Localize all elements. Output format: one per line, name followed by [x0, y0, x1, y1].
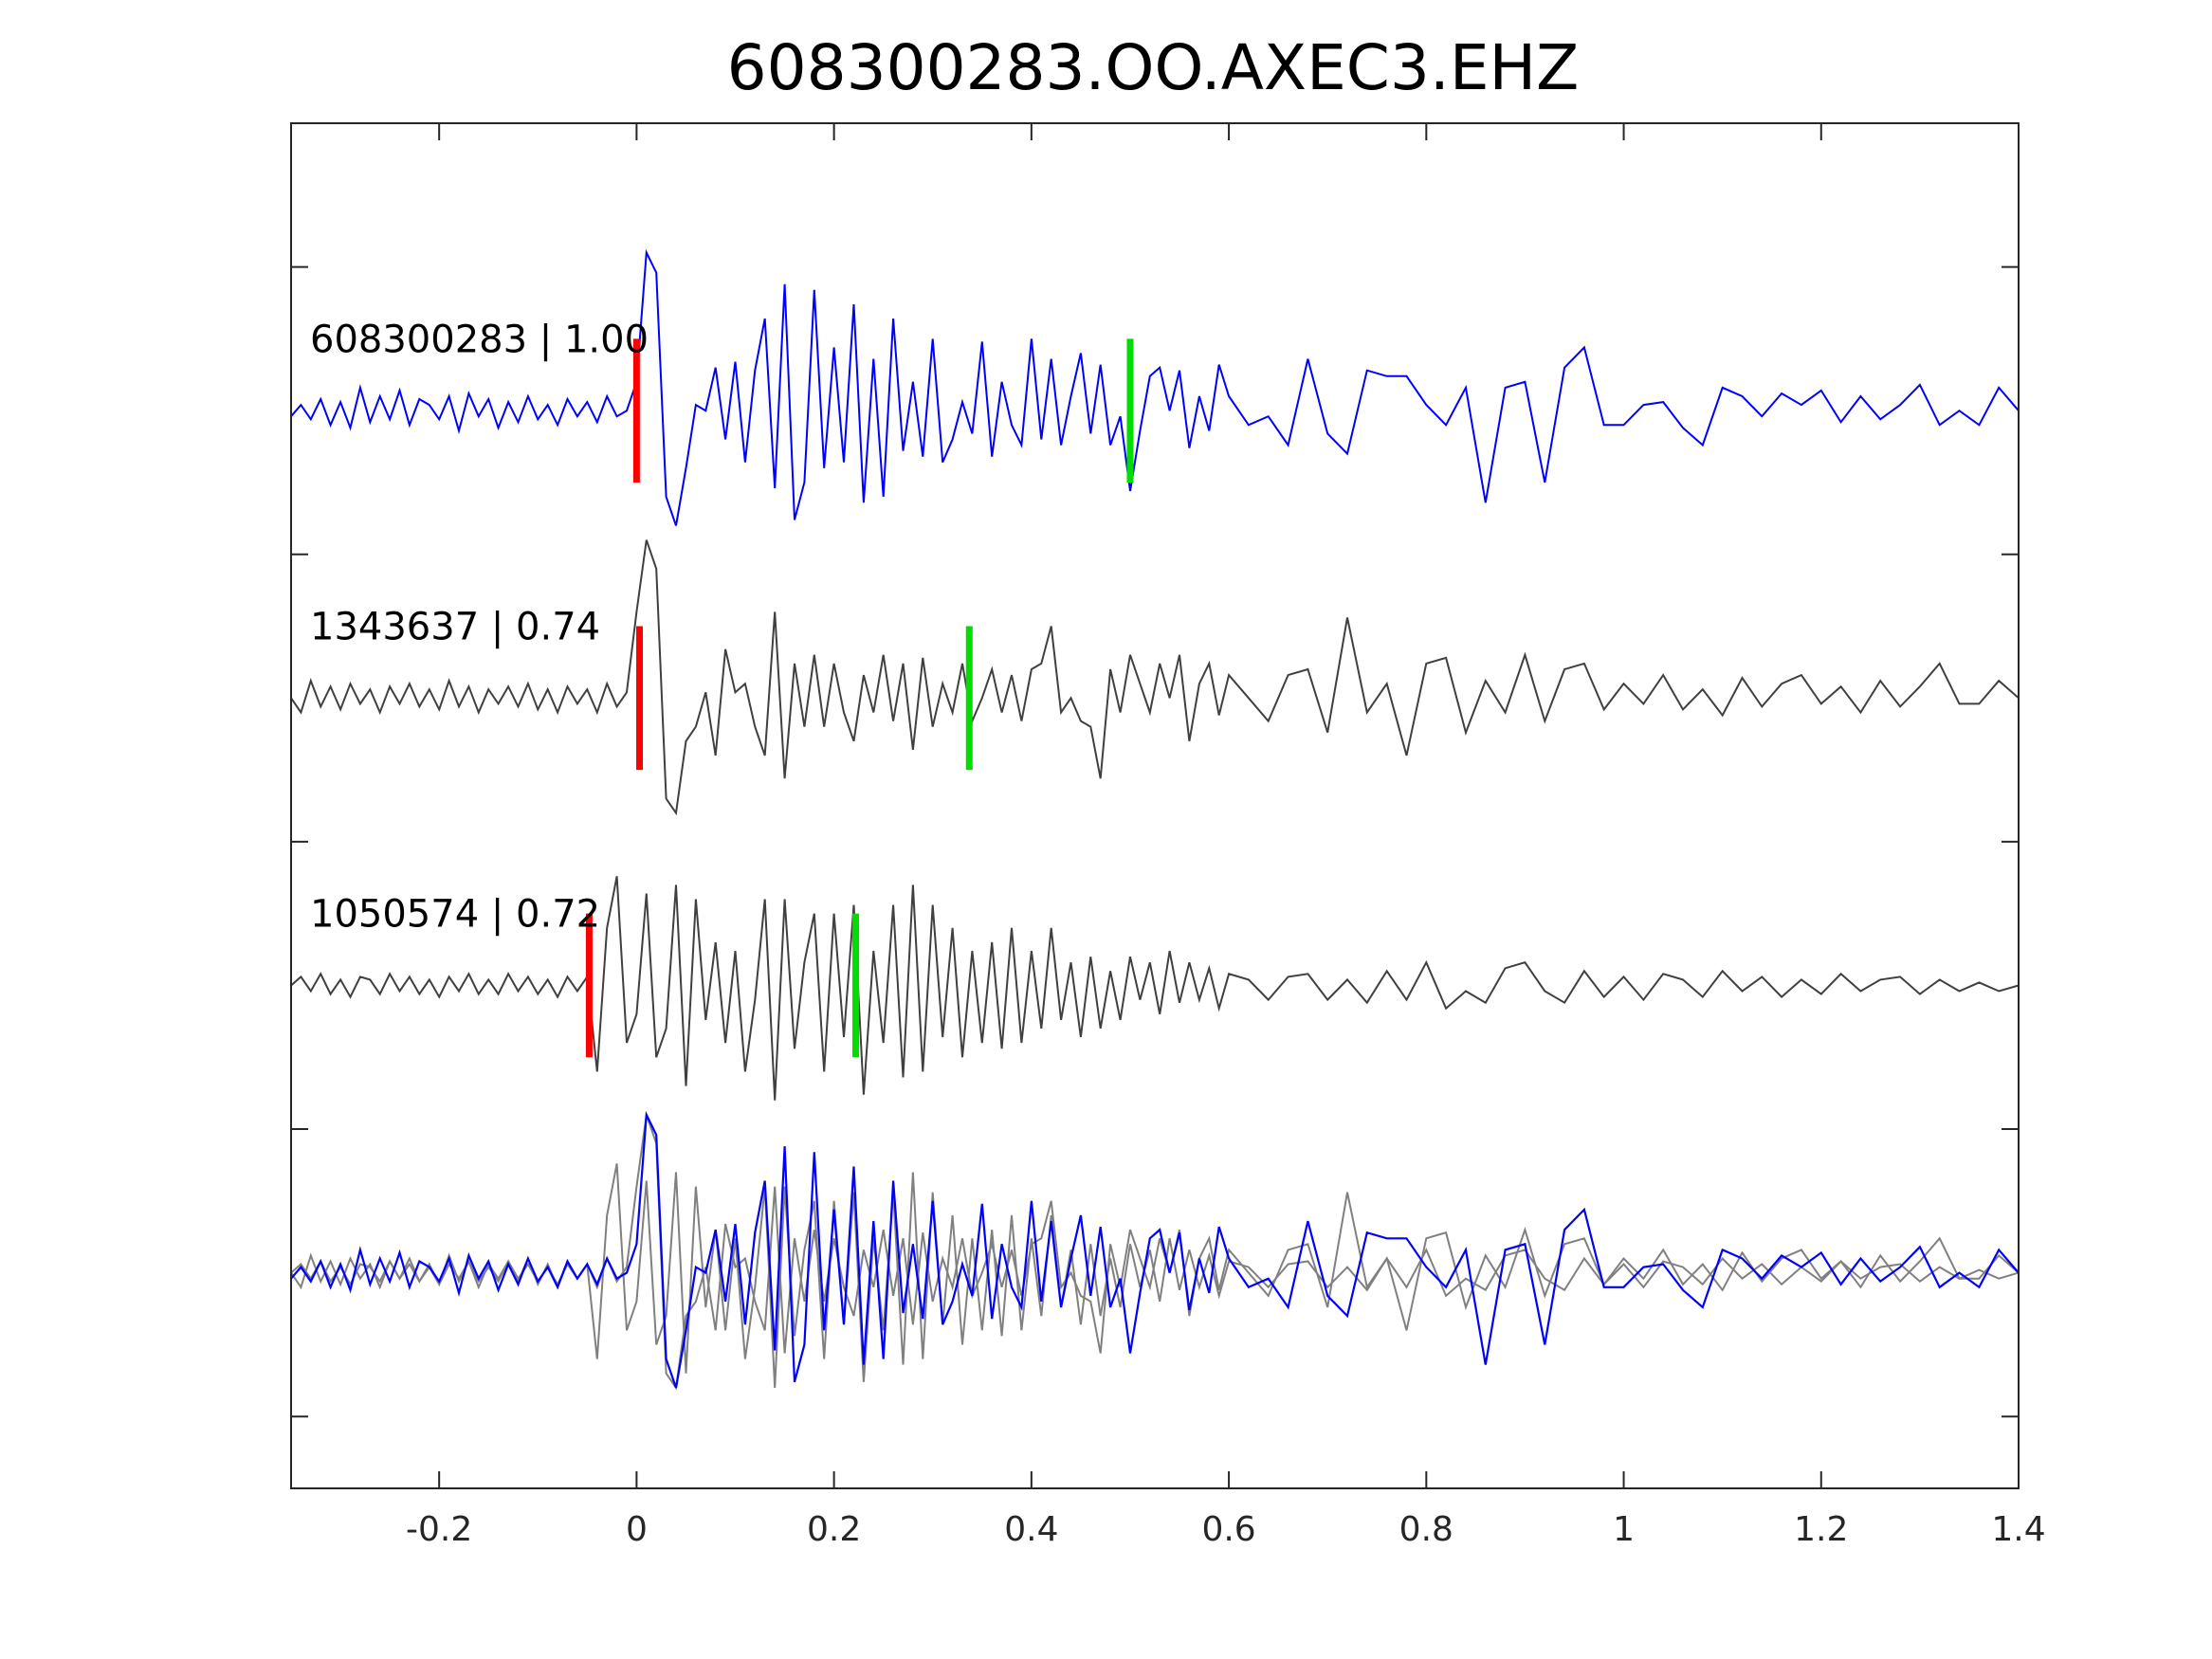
trace-2	[290, 539, 2020, 816]
xtick-label-2: 0.2	[807, 1510, 861, 1549]
trace-labels: 608300283 | 1.00 1343637 | 0.74 1050574 | …	[310, 318, 649, 936]
trace-1	[290, 248, 2020, 526]
axes-box	[290, 122, 2020, 1489]
trace-3	[290, 876, 2020, 1101]
axes: -0.2 0 0.2 0.4 0.6 0.8 1 1.2 1.4	[290, 122, 2046, 1549]
trace-label-3: 1050574 | 0.72	[310, 893, 600, 937]
trace-label-1: 608300283 | 1.00	[310, 318, 649, 361]
xtick-label-3: 0.4	[1004, 1510, 1058, 1549]
xtick-label-7: 1.2	[1794, 1510, 1848, 1549]
phase-picks	[585, 338, 1134, 1058]
xtick-label-0: -0.2	[406, 1510, 472, 1549]
waveform-traces	[290, 248, 2020, 1391]
xtick-label-1: 0	[626, 1510, 648, 1549]
xtick-label-5: 0.8	[1399, 1510, 1453, 1549]
overlay-trace-1	[290, 1110, 2020, 1389]
trace-label-2: 1343637 | 0.74	[310, 606, 600, 649]
xtick-label-4: 0.6	[1201, 1510, 1255, 1549]
xtick-label-8: 1.4	[1991, 1510, 2045, 1549]
xtick-label-6: 1	[1613, 1510, 1635, 1549]
chart-title: 608300283.OO.AXEC3.EHZ	[727, 31, 1580, 104]
overlay-trace-2	[290, 1114, 2020, 1391]
